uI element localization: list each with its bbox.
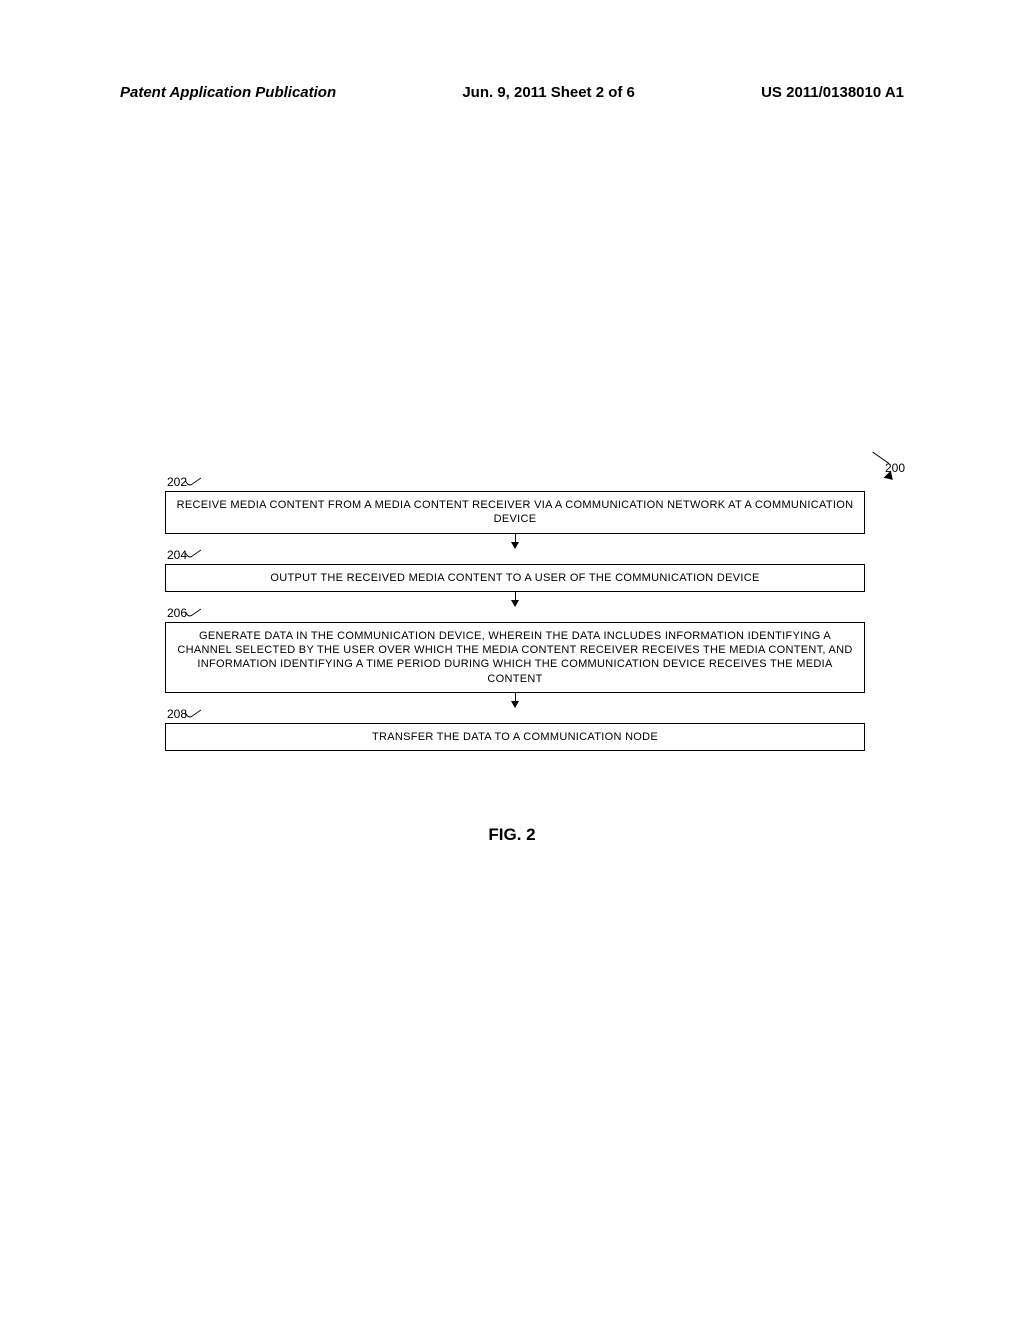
label-connector-icon: [189, 610, 207, 618]
flowchart-step: 204 OUTPUT THE RECEIVED MEDIA CONTENT TO…: [165, 548, 865, 592]
step-label-text: 206: [167, 606, 187, 620]
flowchart-step: 202 RECEIVE MEDIA CONTENT FROM A MEDIA C…: [165, 475, 865, 534]
flow-arrow-icon: [515, 534, 516, 548]
step-label-text: 208: [167, 707, 187, 721]
header-date-sheet: Jun. 9, 2011 Sheet 2 of 6: [462, 84, 635, 101]
step-box: GENERATE DATA IN THE COMMUNICATION DEVIC…: [165, 622, 865, 693]
page-header: Patent Application Publication Jun. 9, 2…: [0, 84, 1024, 101]
step-label-text: 204: [167, 548, 187, 562]
step-label-text: 202: [167, 475, 187, 489]
step-box: OUTPUT THE RECEIVED MEDIA CONTENT TO A U…: [165, 564, 865, 592]
label-connector-icon: [189, 479, 207, 487]
flow-arrow-icon: [515, 693, 516, 707]
header-publication: Patent Application Publication: [120, 84, 336, 101]
flowchart-step: 208 TRANSFER THE DATA TO A COMMUNICATION…: [165, 707, 865, 751]
flowchart-step: 206 GENERATE DATA IN THE COMMUNICATION D…: [165, 606, 865, 693]
flowchart-diagram: 200 202 RECEIVE MEDIA CONTENT FROM A MED…: [165, 475, 865, 751]
flow-arrow-icon: [515, 592, 516, 606]
step-box: RECEIVE MEDIA CONTENT FROM A MEDIA CONTE…: [165, 491, 865, 534]
figure-caption: FIG. 2: [0, 825, 1024, 845]
step-label: 202: [167, 475, 865, 489]
flowchart-ref-line: [872, 452, 889, 464]
label-connector-icon: [189, 711, 207, 719]
step-label: 204: [167, 548, 865, 562]
header-patent-number: US 2011/0138010 A1: [761, 84, 904, 101]
step-label: 206: [167, 606, 865, 620]
label-connector-icon: [189, 551, 207, 559]
step-label: 208: [167, 707, 865, 721]
step-box: TRANSFER THE DATA TO A COMMUNICATION NOD…: [165, 723, 865, 751]
